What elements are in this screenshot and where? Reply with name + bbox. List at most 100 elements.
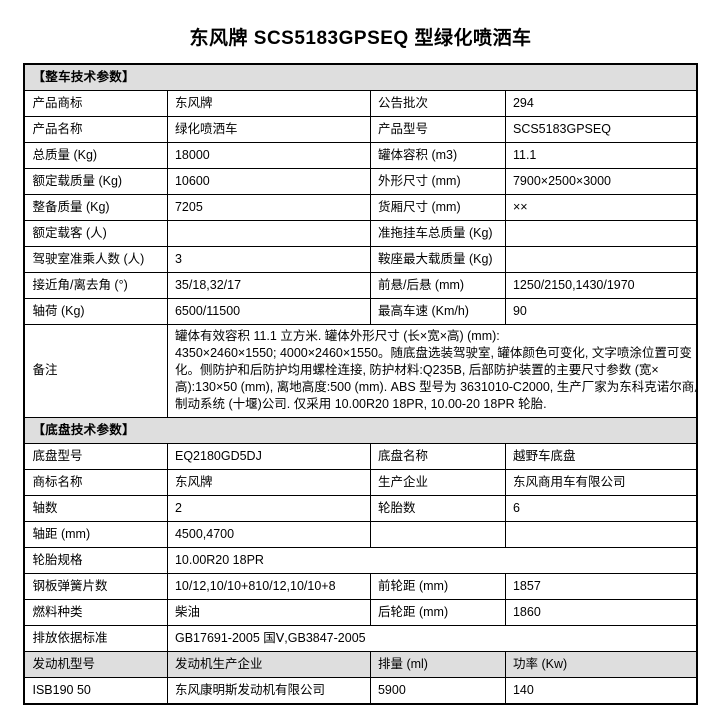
row-value-axle-load: 6500/11500 xyxy=(166,298,371,325)
table-row: 额定载质量 (Kg) 10600 外形尺寸 (mm) 7900×2500×300… xyxy=(23,168,698,195)
row-label-max-speed: 最高车速 (Km/h) xyxy=(369,298,506,325)
table-row: 燃料种类 柴油 后轮距 (mm) 1860 xyxy=(23,599,698,626)
row-label-axle-load: 轴荷 (Kg) xyxy=(23,298,168,325)
remarks-line: 4350×2460×1550; 4000×2460×1550。随底盘选装驾驶室,… xyxy=(174,346,692,360)
engine-header-displacement: 排量 (ml) xyxy=(369,651,506,678)
row-value-product-name: 绿化喷洒车 xyxy=(166,116,371,143)
engine-value-power: 140 xyxy=(504,677,698,705)
row-value-rear-track: 1860 xyxy=(504,599,698,626)
section-header-row: 【底盘技术参数】 xyxy=(23,417,698,444)
row-label-trailer-gross-mass: 准拖挂车总质量 (Kg) xyxy=(369,220,506,247)
row-label-tire-count: 轮胎数 xyxy=(369,495,506,522)
row-value-front-track: 1857 xyxy=(504,573,698,600)
row-value-tank-volume: 11.1 xyxy=(504,142,698,169)
row-value-max-speed: 90 xyxy=(504,298,698,325)
row-value-chassis-model: EQ2180GD5DJ xyxy=(166,443,371,470)
row-value-announcement-batch: 294 xyxy=(504,90,698,117)
section-header-row: 【整车技术参数】 xyxy=(23,63,698,91)
row-label-fuel-type: 燃料种类 xyxy=(23,599,168,626)
remarks-line: 制动系统 (十堰)公司. 仅采用 10.00R20 18PR, 10.00-20… xyxy=(174,397,547,411)
row-label-leaf-spring-count: 钢板弹簧片数 xyxy=(23,573,168,600)
row-value-chassis-name: 越野车底盘 xyxy=(504,443,698,470)
row-value-product-model: SCS5183GPSEQ xyxy=(504,116,698,143)
row-label-cargo-box-dimensions: 货厢尺寸 (mm) xyxy=(369,194,506,221)
row-value-wheelbase: 4500,4700 xyxy=(166,521,371,548)
row-label-rated-load: 额定载质量 (Kg) xyxy=(23,168,168,195)
page-title: 东风牌 SCS5183GPSEQ 型绿化喷洒车 xyxy=(189,28,532,49)
row-label-manufacturer: 生产企业 xyxy=(369,469,506,496)
row-label-gross-mass: 总质量 (Kg) xyxy=(23,142,168,169)
table-row: 底盘型号 EQ2180GD5DJ 底盘名称 越野车底盘 xyxy=(23,443,698,470)
row-value-tire-count: 6 xyxy=(504,495,698,522)
engine-value-model: ISB190 50 xyxy=(23,677,168,705)
row-label-empty-a xyxy=(369,521,506,548)
table-row: 驾驶室准乘人数 (人) 3 鞍座最大载质量 (Kg) xyxy=(23,246,698,273)
document-page: 东风牌 SCS5183GPSEQ 型绿化喷洒车 【整车技术参数】 产品商标 东风… xyxy=(23,28,698,705)
row-label-announcement-batch: 公告批次 xyxy=(369,90,506,117)
row-label-tank-volume: 罐体容积 (m3) xyxy=(369,142,506,169)
row-label-brand-name: 商标名称 xyxy=(23,469,168,496)
row-label-remarks: 备注 xyxy=(23,324,168,418)
row-value-tire-spec: 10.00R20 18PR xyxy=(166,547,698,574)
row-value-cab-seats: 3 xyxy=(166,246,371,273)
table-row: 轴荷 (Kg) 6500/11500 最高车速 (Km/h) 90 xyxy=(23,298,698,325)
row-value-gross-mass: 18000 xyxy=(166,142,371,169)
row-value-rated-passengers xyxy=(166,220,371,247)
row-value-trailer-gross-mass xyxy=(504,220,698,247)
row-label-approach-departure-angle: 接近角/离去角 (°) xyxy=(23,272,168,299)
row-value-product-brand: 东风牌 xyxy=(166,90,371,117)
row-value-remarks: 罐体有效容积 11.1 立方米. 罐体外形尺寸 (长×宽×高) (mm): 43… xyxy=(166,324,698,418)
row-label-product-model: 产品型号 xyxy=(369,116,506,143)
table-row: 额定载客 (人) 准拖挂车总质量 (Kg) xyxy=(23,220,698,247)
row-value-curb-mass: 7205 xyxy=(166,194,371,221)
row-value-saddle-max-load xyxy=(504,246,698,273)
vehicle-spec-table: 【整车技术参数】 产品商标 东风牌 公告批次 294 产品名称 绿化喷洒车 产品… xyxy=(23,63,698,705)
row-label-product-name: 产品名称 xyxy=(23,116,168,143)
engine-value-manufacturer: 东风康明斯发动机有限公司 xyxy=(166,677,371,705)
row-label-rear-track: 后轮距 (mm) xyxy=(369,599,506,626)
section-heading-chassis: 【底盘技术参数】 xyxy=(23,417,698,444)
remarks-line: 化。侧防护和后防护均用螺栓连接, 防护材料:Q235B, 后部防护装置的主要尺寸… xyxy=(174,363,659,377)
engine-value-displacement: 5900 xyxy=(369,677,506,705)
section-heading-vehicle: 【整车技术参数】 xyxy=(23,63,698,91)
table-row: 产品名称 绿化喷洒车 产品型号 SCS5183GPSEQ xyxy=(23,116,698,143)
engine-value-row: ISB190 50 东风康明斯发动机有限公司 5900 140 xyxy=(23,677,698,705)
row-value-brand-name: 东风牌 xyxy=(166,469,371,496)
row-value-overall-dimensions: 7900×2500×3000 xyxy=(504,168,698,195)
row-label-chassis-model: 底盘型号 xyxy=(23,443,168,470)
table-row: 轴距 (mm) 4500,4700 xyxy=(23,521,698,548)
row-label-saddle-max-load: 鞍座最大载质量 (Kg) xyxy=(369,246,506,273)
table-row: 总质量 (Kg) 18000 罐体容积 (m3) 11.1 xyxy=(23,142,698,169)
table-row: 钢板弹簧片数 10/12,10/10+810/12,10/10+8 前轮距 (m… xyxy=(23,573,698,600)
row-label-tire-spec: 轮胎规格 xyxy=(23,547,168,574)
row-value-approach-departure-angle: 35/18,32/17 xyxy=(166,272,371,299)
table-row: 产品商标 东风牌 公告批次 294 xyxy=(23,90,698,117)
row-value-manufacturer: 东风商用车有限公司 xyxy=(504,469,698,496)
engine-header-manufacturer: 发动机生产企业 xyxy=(166,651,371,678)
row-label-front-rear-overhang: 前悬/后悬 (mm) xyxy=(369,272,506,299)
row-label-front-track: 前轮距 (mm) xyxy=(369,573,506,600)
engine-header-model: 发动机型号 xyxy=(23,651,168,678)
row-value-leaf-spring-count: 10/12,10/10+810/12,10/10+8 xyxy=(166,573,371,600)
row-value-cargo-box-dimensions: ×× xyxy=(504,194,698,221)
row-label-rated-passengers: 额定载客 (人) xyxy=(23,220,168,247)
engine-header-power: 功率 (Kw) xyxy=(504,651,698,678)
remarks-line: 罐体有效容积 11.1 立方米. 罐体外形尺寸 (长×宽×高) (mm): xyxy=(174,329,500,343)
row-label-overall-dimensions: 外形尺寸 (mm) xyxy=(369,168,506,195)
row-value-empty-a xyxy=(504,521,698,548)
table-row: 整备质量 (Kg) 7205 货厢尺寸 (mm) ×× xyxy=(23,194,698,221)
row-value-fuel-type: 柴油 xyxy=(166,599,371,626)
row-label-curb-mass: 整备质量 (Kg) xyxy=(23,194,168,221)
row-label-product-brand: 产品商标 xyxy=(23,90,168,117)
row-value-axle-count: 2 xyxy=(166,495,371,522)
remarks-line: 高):130×50 (mm), 离地高度:500 (mm). ABS 型号为 3… xyxy=(174,380,697,394)
row-value-rated-load: 10600 xyxy=(166,168,371,195)
row-label-wheelbase: 轴距 (mm) xyxy=(23,521,168,548)
table-row: 接近角/离去角 (°) 35/18,32/17 前悬/后悬 (mm) 1250/… xyxy=(23,272,698,299)
row-label-cab-seats: 驾驶室准乘人数 (人) xyxy=(23,246,168,273)
row-value-front-rear-overhang: 1250/2150,1430/1970 xyxy=(504,272,698,299)
table-row: 轴数 2 轮胎数 6 xyxy=(23,495,698,522)
engine-header-row: 发动机型号 发动机生产企业 排量 (ml) 功率 (Kw) xyxy=(23,651,698,678)
row-label-chassis-name: 底盘名称 xyxy=(369,443,506,470)
row-label-axle-count: 轴数 xyxy=(23,495,168,522)
